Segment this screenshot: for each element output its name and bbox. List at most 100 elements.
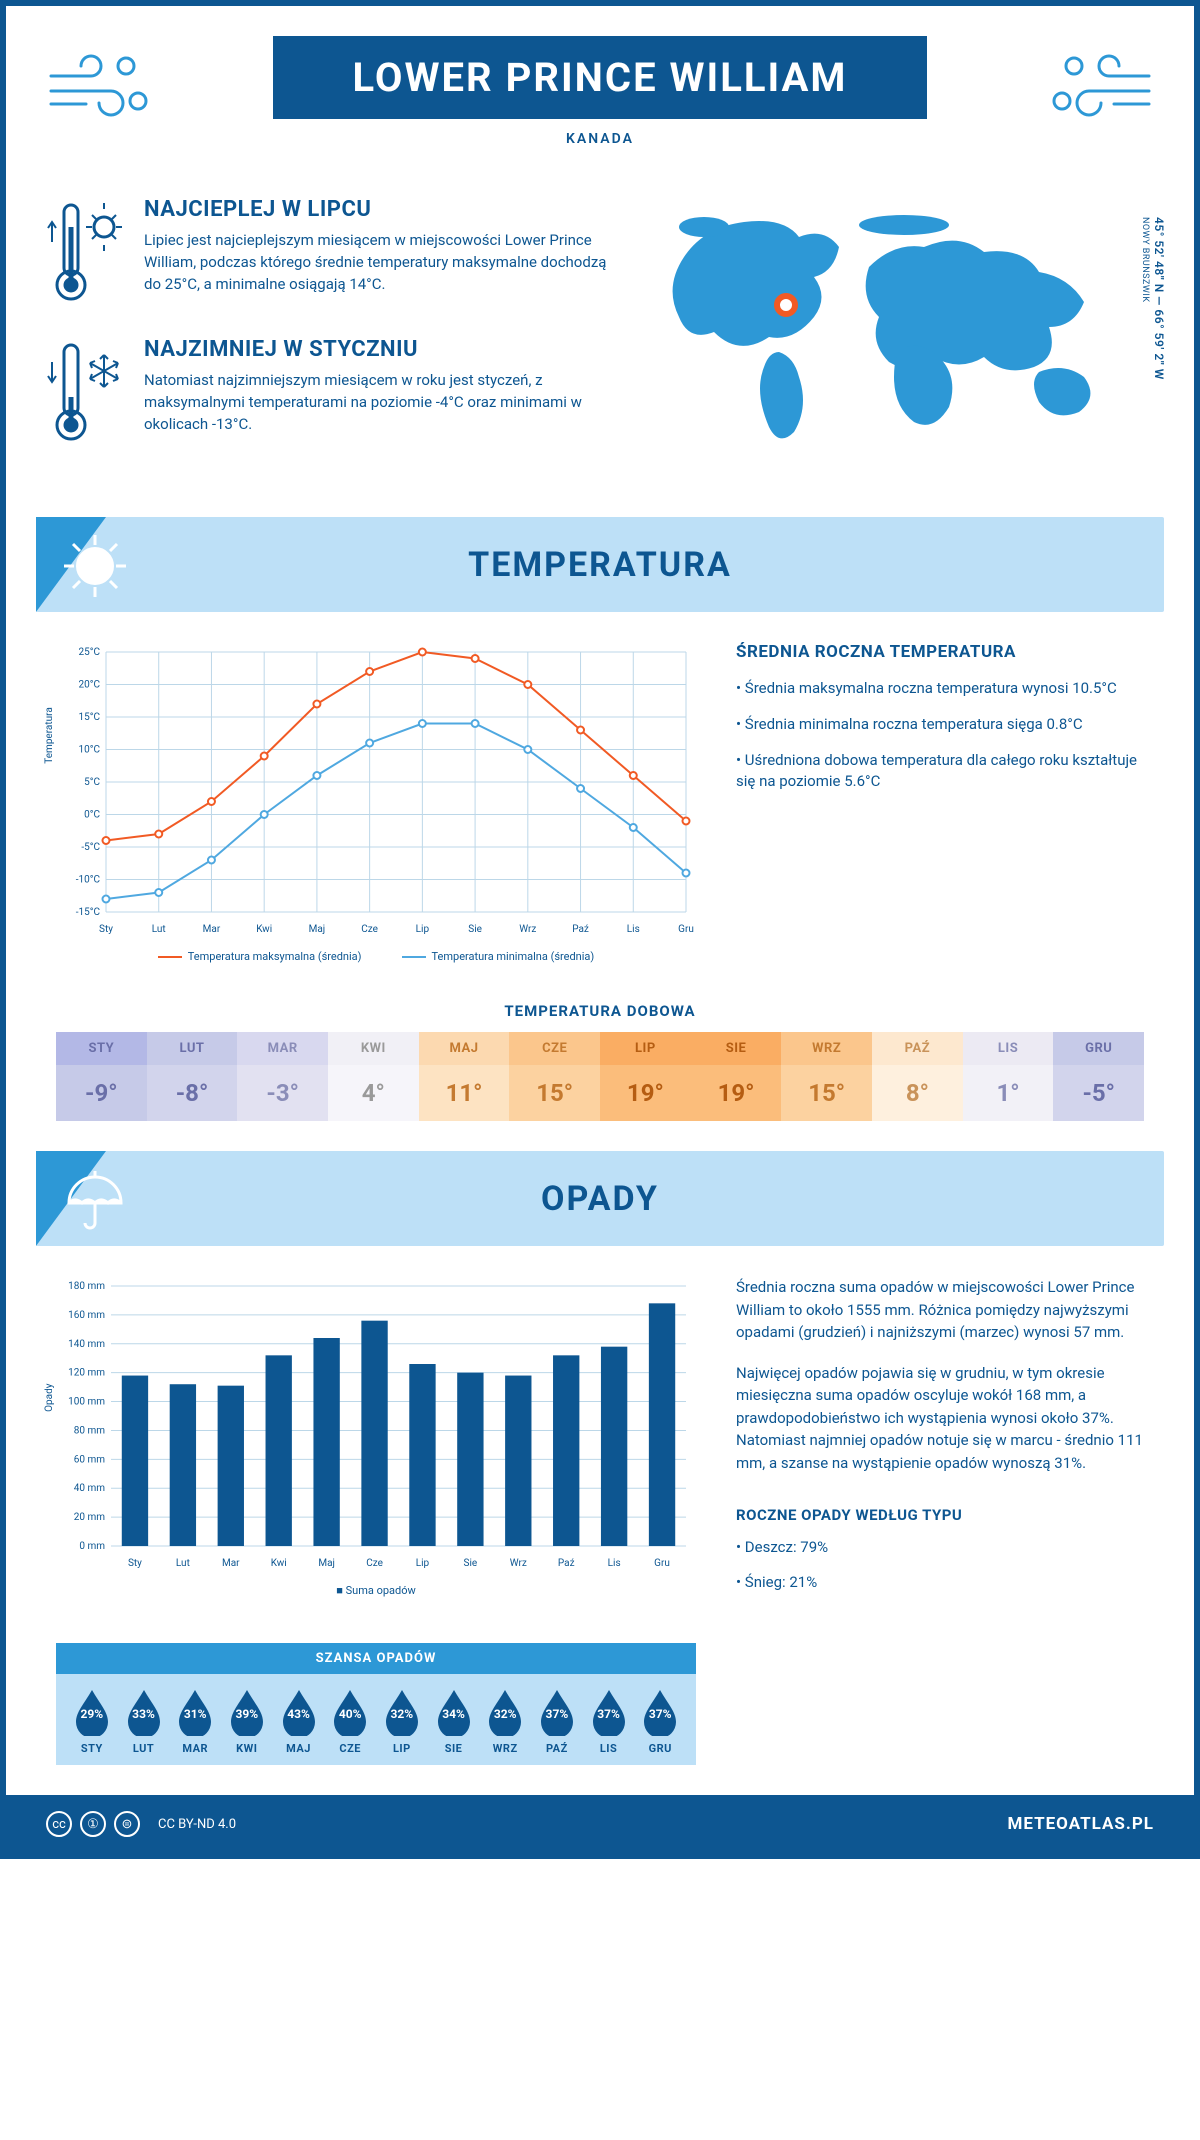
page-subtitle: KANADA [66, 131, 1134, 147]
nd-icon: ⊜ [114, 1811, 140, 1837]
chance-cell: 37% GRU [634, 1688, 686, 1755]
drop-icon: 40% [330, 1688, 370, 1736]
svg-text:-5°C: -5°C [81, 842, 100, 853]
legend-max: Temperatura maksymalna (średnia) [158, 950, 362, 963]
svg-text:0 mm: 0 mm [79, 1541, 105, 1552]
fact-cold-title: NAJZIMNIEJ W STYCZNIU [144, 337, 614, 362]
chance-cell: 39% KWI [221, 1688, 273, 1755]
temp-bullet: • Uśredniona dobowa temperatura dla całe… [736, 750, 1144, 794]
umbrella-icon [60, 1165, 130, 1239]
svg-text:20°C: 20°C [79, 680, 101, 691]
svg-text:Paź: Paź [558, 1558, 575, 1569]
intro-row: NAJCIEPLEJ W LIPCU Lipiec jest najcieple… [6, 167, 1194, 507]
daily-temp-table: STY -9°LUT -8°MAR -3°KWI 4°MAJ 11°CZE 15… [56, 1032, 1144, 1121]
precip-type-bullet: • Deszcz: 79% [736, 1537, 1144, 1559]
section-banner-temperature: TEMPERATURA [36, 517, 1164, 612]
fact-cold: NAJZIMNIEJ W STYCZNIU Natomiast najzimni… [46, 337, 614, 451]
svg-text:Gru: Gru [678, 924, 694, 935]
chance-cell: 40% CZE [324, 1688, 376, 1755]
precipitation-sidebar: Średnia roczna suma opadów w miejscowośc… [736, 1276, 1144, 1608]
sun-icon [60, 531, 130, 605]
chance-cell: 37% PAŹ [531, 1688, 583, 1755]
chance-cell: 37% LIS [583, 1688, 635, 1755]
svg-text:180 mm: 180 mm [68, 1281, 105, 1292]
svg-text:-15°C: -15°C [76, 907, 101, 918]
section-title-precip: OPADY [541, 1179, 659, 1219]
fact-hot-text: Lipiec jest najcieplejszym miesiącem w m… [144, 230, 614, 295]
drop-icon: 37% [537, 1688, 577, 1736]
daily-cell: CZE 15° [509, 1032, 600, 1121]
svg-text:Lut: Lut [176, 1558, 190, 1569]
svg-text:Mar: Mar [222, 1558, 240, 1569]
svg-text:120 mm: 120 mm [68, 1368, 105, 1379]
thermometer-snow-icon [46, 337, 126, 451]
precip-legend: Suma opadów [346, 1584, 416, 1597]
daily-cell: PAŹ 8° [872, 1032, 963, 1121]
precip-chart-ylabel: Opady [44, 1384, 55, 1412]
drop-icon: 34% [434, 1688, 474, 1736]
drop-icon: 31% [175, 1688, 215, 1736]
coords-line2: NOWY BRUNSZWIK [1140, 217, 1150, 302]
svg-text:10°C: 10°C [79, 745, 101, 756]
precip-type-bullet: • Śnieg: 21% [736, 1572, 1144, 1594]
daily-cell: SIE 19° [691, 1032, 782, 1121]
svg-text:Maj: Maj [318, 1558, 335, 1569]
svg-text:0°C: 0°C [84, 810, 100, 821]
svg-text:Lip: Lip [416, 1558, 430, 1569]
fact-hot-title: NAJCIEPLEJ W LIPCU [144, 197, 614, 222]
drop-icon: 43% [279, 1688, 319, 1736]
fact-cold-text: Natomiast najzimniejszym miesiącem w rok… [144, 370, 614, 435]
svg-text:Sie: Sie [464, 1558, 478, 1569]
license-block: cc ① ⊜ CC BY-ND 4.0 [46, 1811, 236, 1837]
svg-text:40 mm: 40 mm [74, 1483, 105, 1494]
svg-text:-10°C: -10°C [76, 875, 101, 886]
chance-cell: 34% SIE [428, 1688, 480, 1755]
temp-side-title: ŚREDNIA ROCZNA TEMPERATURA [736, 642, 1144, 662]
temp-chart-ylabel: Temperatura [44, 707, 55, 764]
precipitation-bar-chart: Opady 0 mm20 mm40 mm60 mm80 mm100 mm120 … [56, 1276, 696, 1608]
license-text: CC BY-ND 4.0 [158, 1817, 236, 1832]
world-map: 45° 52' 48'' N — 66° 59' 2'' W NOWY BRUN… [644, 197, 1144, 477]
svg-text:5°C: 5°C [84, 777, 100, 788]
drop-icon: 37% [589, 1688, 629, 1736]
precip-type-title: ROCZNE OPADY WEDŁUG TYPU [736, 1504, 1144, 1527]
precip-para: Średnia roczna suma opadów w miejscowośc… [736, 1276, 1144, 1344]
brand: METEOATLAS.PL [1007, 1814, 1154, 1834]
temperature-line-chart: Temperatura -15°C-10°C-5°C0°C5°C10°C15°C… [56, 642, 696, 963]
drop-icon: 39% [227, 1688, 267, 1736]
chance-cell: 29% STY [66, 1688, 118, 1755]
daily-temp-title: TEMPERATURA DOBOWA [6, 1002, 1194, 1020]
svg-text:Lis: Lis [608, 1558, 621, 1569]
wind-icon [46, 46, 156, 130]
wind-icon [1044, 46, 1154, 130]
daily-cell: LIP 19° [600, 1032, 691, 1121]
fact-hot: NAJCIEPLEJ W LIPCU Lipiec jest najcieple… [46, 197, 614, 311]
header: LOWER PRINCE WILLIAM KANADA [6, 6, 1194, 167]
daily-cell: STY -9° [56, 1032, 147, 1121]
chance-cell: 32% LIP [376, 1688, 428, 1755]
temp-bullet: • Średnia maksymalna roczna temperatura … [736, 678, 1144, 700]
drop-icon: 37% [640, 1688, 680, 1736]
chance-cell: 33% LUT [118, 1688, 170, 1755]
svg-text:60 mm: 60 mm [74, 1454, 105, 1465]
svg-text:Cze: Cze [361, 924, 378, 935]
svg-text:Kwi: Kwi [271, 1558, 287, 1569]
daily-cell: MAJ 11° [419, 1032, 510, 1121]
daily-cell: LUT -8° [147, 1032, 238, 1121]
svg-text:Paź: Paź [572, 924, 589, 935]
thermometer-sun-icon [46, 197, 126, 311]
page-title: LOWER PRINCE WILLIAM [273, 36, 928, 119]
svg-text:Wrz: Wrz [519, 924, 536, 935]
chance-cell: 31% MAR [169, 1688, 221, 1755]
svg-text:Wrz: Wrz [510, 1558, 527, 1569]
legend-min: Temperatura minimalna (średnia) [402, 950, 595, 963]
svg-text:100 mm: 100 mm [68, 1397, 105, 1408]
temp-bullet: • Średnia minimalna roczna temperatura s… [736, 714, 1144, 736]
svg-text:Lut: Lut [152, 924, 166, 935]
daily-cell: WRZ 15° [781, 1032, 872, 1121]
drop-icon: 29% [72, 1688, 112, 1736]
svg-text:Sty: Sty [99, 924, 113, 935]
svg-text:15°C: 15°C [79, 712, 101, 723]
footer: cc ① ⊜ CC BY-ND 4.0 METEOATLAS.PL [6, 1795, 1194, 1853]
precip-chance-strip: SZANSA OPADÓW 29% STY 33% LUT 31% MAR 39… [56, 1643, 696, 1765]
